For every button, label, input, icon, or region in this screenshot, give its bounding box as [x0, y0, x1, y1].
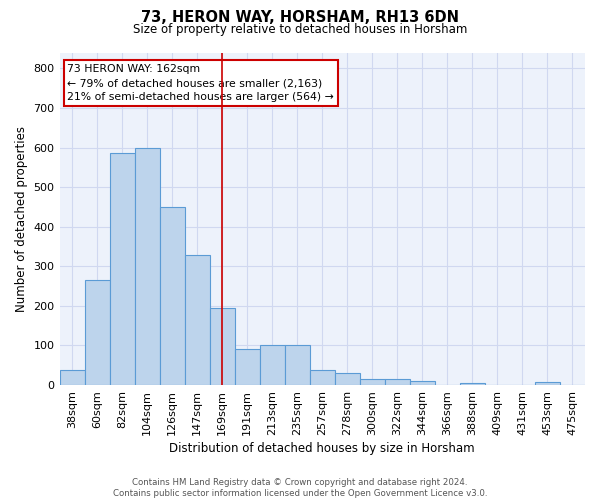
Bar: [235, 350, 260, 385]
Bar: [310, 370, 335, 385]
Bar: [535, 382, 560, 385]
Bar: [460, 382, 485, 385]
Bar: [335, 373, 360, 385]
Bar: [385, 379, 410, 385]
Bar: [134, 148, 160, 385]
Bar: [410, 380, 435, 385]
Bar: [285, 344, 310, 385]
Bar: [260, 344, 285, 385]
Text: Contains HM Land Registry data © Crown copyright and database right 2024.
Contai: Contains HM Land Registry data © Crown c…: [113, 478, 487, 498]
Bar: [110, 154, 134, 385]
Bar: [85, 280, 110, 385]
Text: 73 HERON WAY: 162sqm
← 79% of detached houses are smaller (2,163)
21% of semi-de: 73 HERON WAY: 162sqm ← 79% of detached h…: [67, 64, 334, 102]
Bar: [59, 370, 85, 385]
X-axis label: Distribution of detached houses by size in Horsham: Distribution of detached houses by size …: [169, 442, 475, 455]
Text: Size of property relative to detached houses in Horsham: Size of property relative to detached ho…: [133, 22, 467, 36]
Bar: [360, 379, 385, 385]
Bar: [160, 207, 185, 385]
Bar: [185, 255, 209, 385]
Y-axis label: Number of detached properties: Number of detached properties: [15, 126, 28, 312]
Text: 73, HERON WAY, HORSHAM, RH13 6DN: 73, HERON WAY, HORSHAM, RH13 6DN: [141, 10, 459, 25]
Bar: [209, 308, 235, 385]
